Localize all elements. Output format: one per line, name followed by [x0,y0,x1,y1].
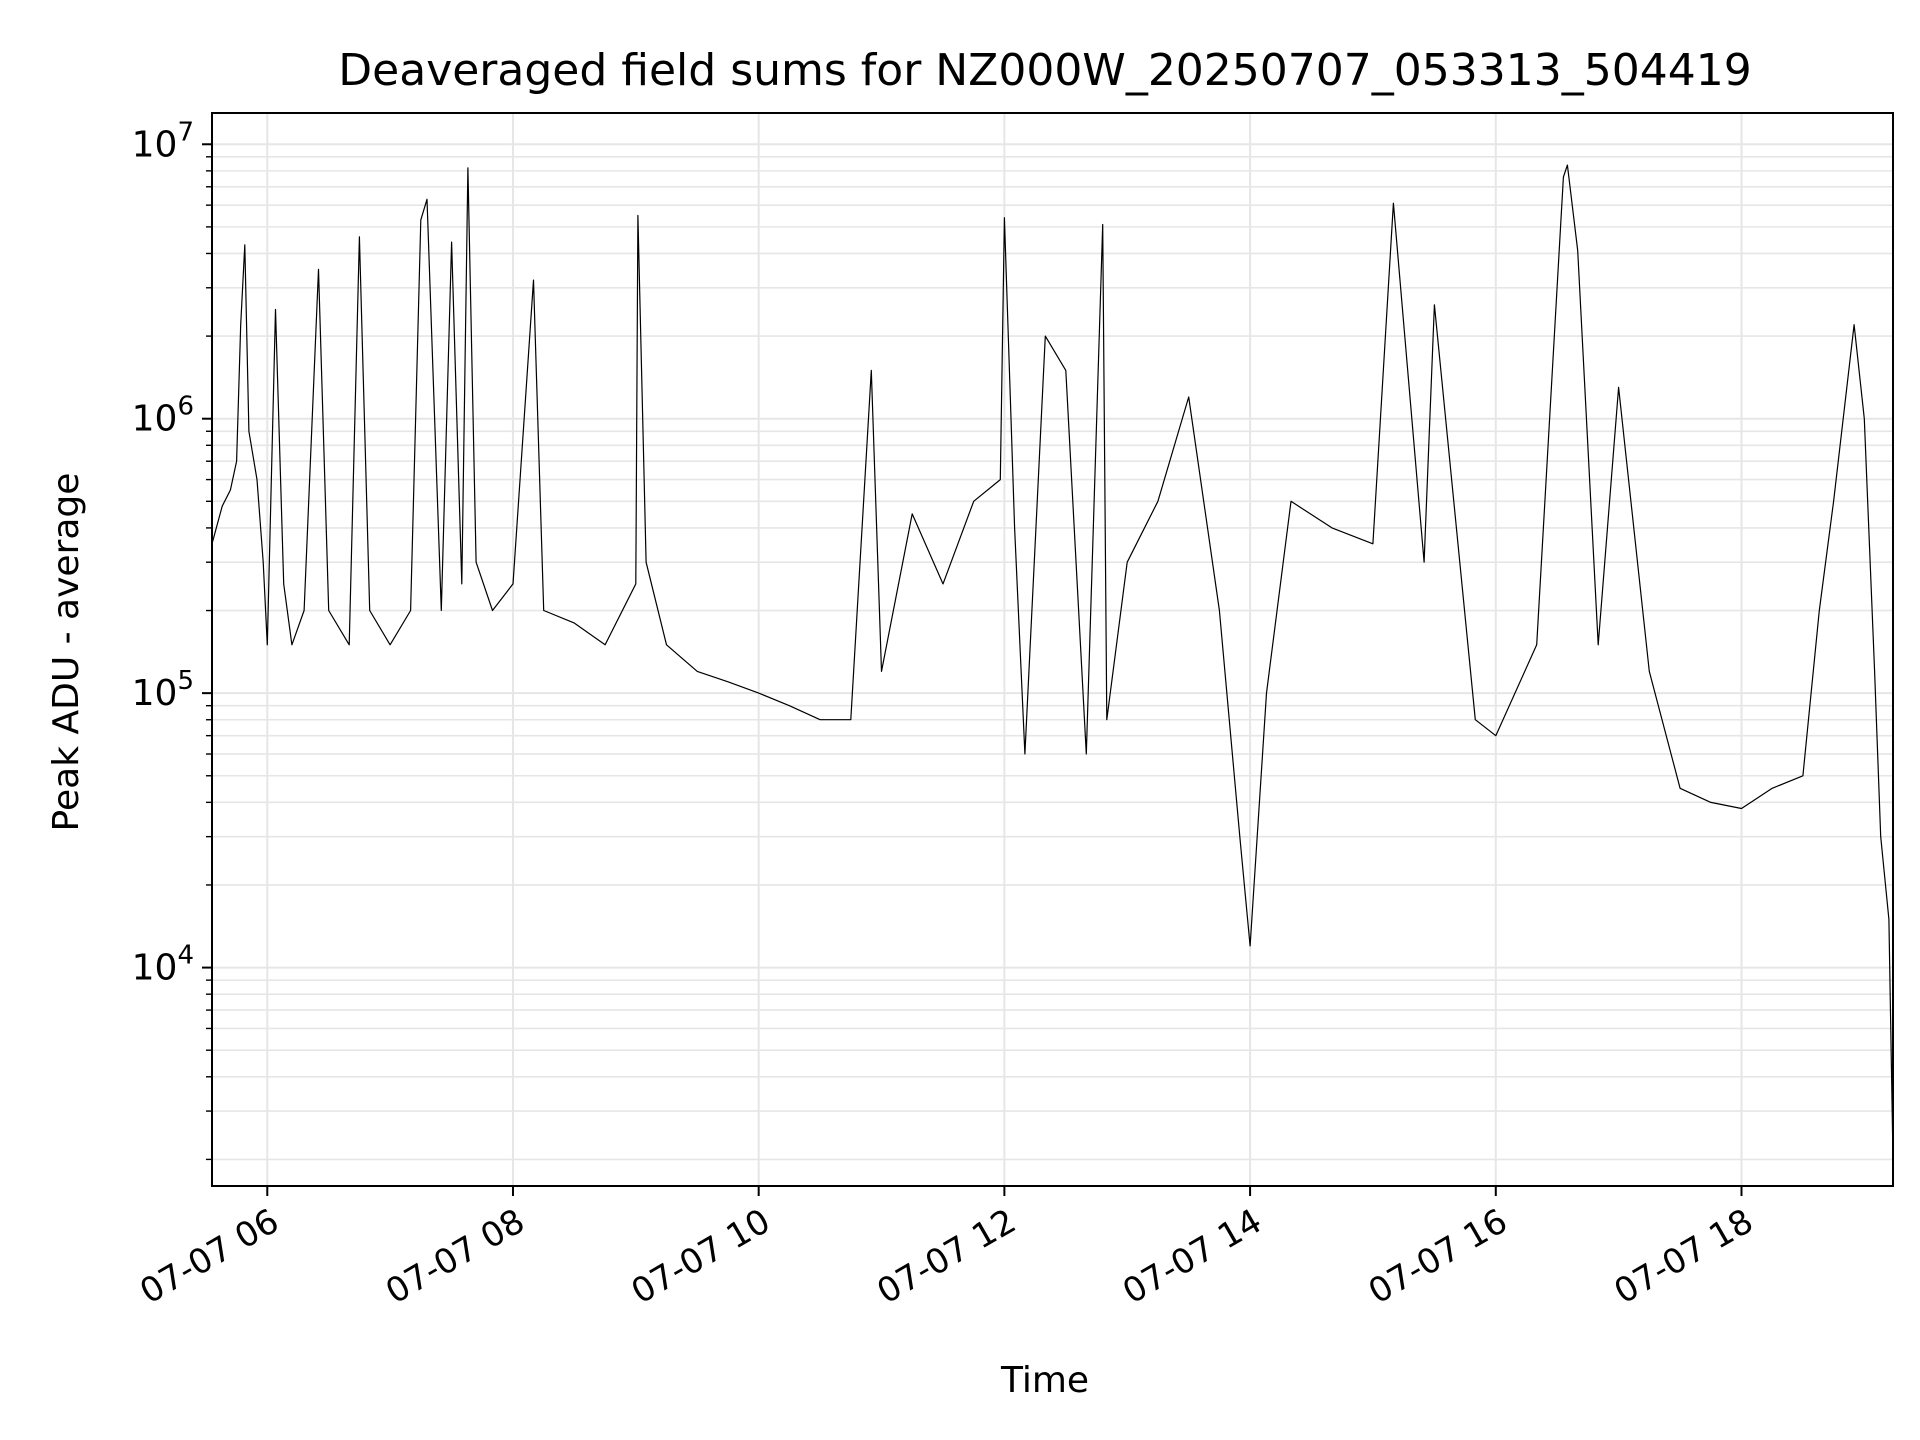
plot-area [211,164,1894,1160]
chart-title: Deaveraged field sums for NZ000W_2025070… [338,45,1751,96]
y-axis: 104 105 106 107 [132,117,212,1161]
y-tick-label: 104 [132,941,194,989]
y-tick-label: 107 [132,117,194,165]
axes-frame [211,112,1894,1187]
y-tick-label: 106 [132,392,194,440]
y-axis-label: Peak ADU - average [46,473,87,832]
grid-lines [212,113,1893,1186]
series-line [211,164,1894,1160]
y-tick-label: 105 [132,666,194,714]
x-axis-label: Time [1000,1360,1089,1401]
